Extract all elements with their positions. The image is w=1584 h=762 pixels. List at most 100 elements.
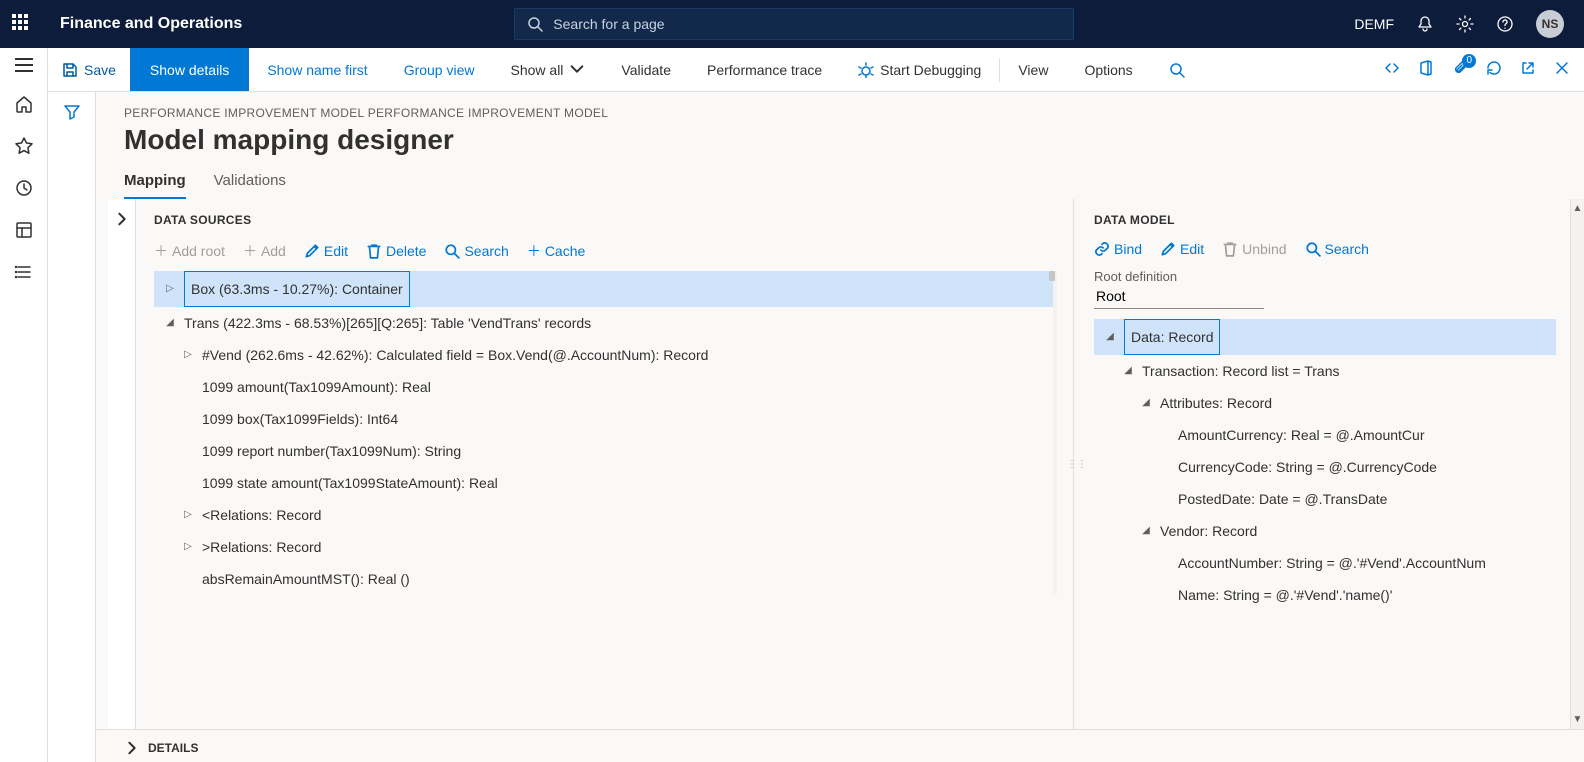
columns: DATA SOURCES ＋Add root ＋Add Edit Delete … [96,199,1584,729]
show-all-button[interactable]: Show all [493,62,604,78]
modules-icon[interactable] [14,262,34,282]
collapse-icon[interactable]: ◢ [1104,321,1116,353]
workspaces-icon[interactable] [14,220,34,240]
save-icon [62,62,78,78]
favorites-icon[interactable] [14,136,34,156]
tree-node-absremain[interactable]: absRemainAmountMST(): Real () [154,563,1053,595]
recent-icon[interactable] [14,178,34,198]
tab-mapping[interactable]: Mapping [124,172,186,199]
close-button[interactable] [1554,60,1570,79]
ds-toolbar: ＋Add root ＋Add Edit Delete Search ＋Cache [154,237,1061,271]
dm-node-name[interactable]: Name: String = @.'#Vend'.'name()' [1094,579,1556,611]
save-button[interactable]: Save [48,48,130,91]
ds-tree: ▷Box (63.3ms - 10.27%): Container ◢Trans… [154,271,1057,595]
dm-node-currencycode[interactable]: CurrencyCode: String = @.CurrencyCode [1094,451,1556,483]
dm-node-amountcurrency[interactable]: AmountCurrency: Real = @.AmountCur [1094,419,1556,451]
scrollbar-thumb[interactable] [1049,271,1055,281]
collapse-icon[interactable] [1384,60,1400,79]
search-icon [1169,62,1185,78]
dm-node-attributes[interactable]: ◢Attributes: Record [1094,387,1556,419]
bind-button[interactable]: Bind [1094,241,1142,257]
chevron-down-icon [569,61,585,77]
dm-node-accountnumber[interactable]: AccountNumber: String = @.'#Vend'.Accoun… [1094,547,1556,579]
pencil-icon [1160,241,1176,257]
tree-node-1099amount[interactable]: 1099 amount(Tax1099Amount): Real [154,371,1053,403]
app-launcher-icon[interactable] [12,14,32,34]
content: Save Show details Show name first Group … [48,48,1584,762]
expand-icon[interactable]: ▷ [182,531,194,563]
dm-search-button[interactable]: Search [1305,241,1369,257]
view-button[interactable]: View [1000,62,1066,78]
gear-icon[interactable] [1456,15,1474,33]
collapse-icon[interactable]: ◢ [1140,387,1152,419]
nav-toggle-icon[interactable] [15,58,33,72]
show-details-button[interactable]: Show details [130,48,249,91]
options-button[interactable]: Options [1066,62,1150,78]
dm-edit-button[interactable]: Edit [1160,241,1204,257]
tree-node-relations-in[interactable]: ▷<Relations: Record [154,499,1053,531]
tree-node-1099stateamount[interactable]: 1099 state amount(Tax1099StateAmount): R… [154,467,1053,499]
dm-heading: DATA MODEL [1094,199,1556,237]
page-main: PERFORMANCE IMPROVEMENT MODEL PERFORMANC… [96,92,1584,762]
dm-node-transaction[interactable]: ◢Transaction: Record list = Trans [1094,355,1556,387]
global-search-input[interactable] [553,16,1061,32]
find-button[interactable] [1151,62,1203,78]
cache-button[interactable]: ＋Cache [527,241,585,261]
delete-button[interactable]: Delete [366,243,426,259]
dm-toolbar: Bind Edit Unbind Search [1094,237,1556,267]
search-icon [1305,241,1321,257]
add-root-button: ＋Add root [154,241,225,261]
start-debugging-button[interactable]: Start Debugging [840,62,999,78]
filter-column [48,92,96,762]
bell-icon[interactable] [1416,15,1434,33]
tab-validations[interactable]: Validations [214,172,286,199]
dm-node-posteddate[interactable]: PostedDate: Date = @.TransDate [1094,483,1556,515]
vertical-scrollbar[interactable]: ▲ ▼ [1570,199,1584,729]
collapse-icon[interactable]: ◢ [164,307,176,339]
top-header: Finance and Operations DEMF NS [0,0,1584,48]
edit-button[interactable]: Edit [304,243,348,259]
details-section[interactable]: DETAILS [96,729,1584,762]
tree-node-1099box[interactable]: 1099 box(Tax1099Fields): Int64 [154,403,1053,435]
dm-node-vendor[interactable]: ◢Vendor: Record [1094,515,1556,547]
breadcrumb: PERFORMANCE IMPROVEMENT MODEL PERFORMANC… [96,92,1584,120]
refresh-button[interactable] [1486,60,1502,79]
tree-node-1099reportnum[interactable]: 1099 report number(Tax1099Num): String [154,435,1053,467]
expand-icon[interactable]: ▷ [164,273,176,305]
performance-trace-button[interactable]: Performance trace [689,62,840,78]
office-icon[interactable] [1418,60,1434,79]
validate-button[interactable]: Validate [603,62,689,78]
help-icon[interactable] [1496,15,1514,33]
scroll-up-icon[interactable]: ▲ [1573,203,1583,214]
trash-icon [1222,241,1238,257]
expand-icon[interactable]: ▷ [182,339,194,371]
unbind-button: Unbind [1222,241,1286,257]
popout-button[interactable] [1520,60,1536,79]
show-name-first-button[interactable]: Show name first [249,62,385,78]
ds-search-button[interactable]: Search [444,243,508,259]
scroll-down-icon[interactable]: ▼ [1573,714,1583,725]
add-button: ＋Add [243,241,286,261]
ds-types-collapse[interactable] [108,199,136,729]
tree-node-vend[interactable]: ▷#Vend (262.6ms - 42.62%): Calculated fi… [154,339,1053,371]
home-icon[interactable] [14,94,34,114]
tree-node-trans[interactable]: ◢Trans (422.3ms - 68.53%)[265][Q:265]: T… [154,307,1053,339]
expand-icon[interactable]: ▷ [182,499,194,531]
scroll-track[interactable] [1571,214,1584,714]
global-search[interactable] [514,8,1074,40]
collapse-icon[interactable]: ◢ [1122,355,1134,387]
attachments-button[interactable]: 0 [1452,60,1468,79]
dm-node-data[interactable]: ◢Data: Record [1094,319,1556,355]
root-definition-input[interactable] [1094,284,1264,309]
filter-icon[interactable] [64,104,80,120]
tree-node-relations-out[interactable]: ▷>Relations: Record [154,531,1053,563]
link-icon [1094,241,1110,257]
trash-icon [366,243,382,259]
ds-heading: DATA SOURCES [154,199,1061,237]
user-avatar[interactable]: NS [1536,10,1564,38]
tree-node-box[interactable]: ▷Box (63.3ms - 10.27%): Container [154,271,1053,307]
group-view-button[interactable]: Group view [386,62,493,78]
search-icon [444,243,460,259]
company-code[interactable]: DEMF [1354,16,1394,32]
collapse-icon[interactable]: ◢ [1140,515,1152,547]
